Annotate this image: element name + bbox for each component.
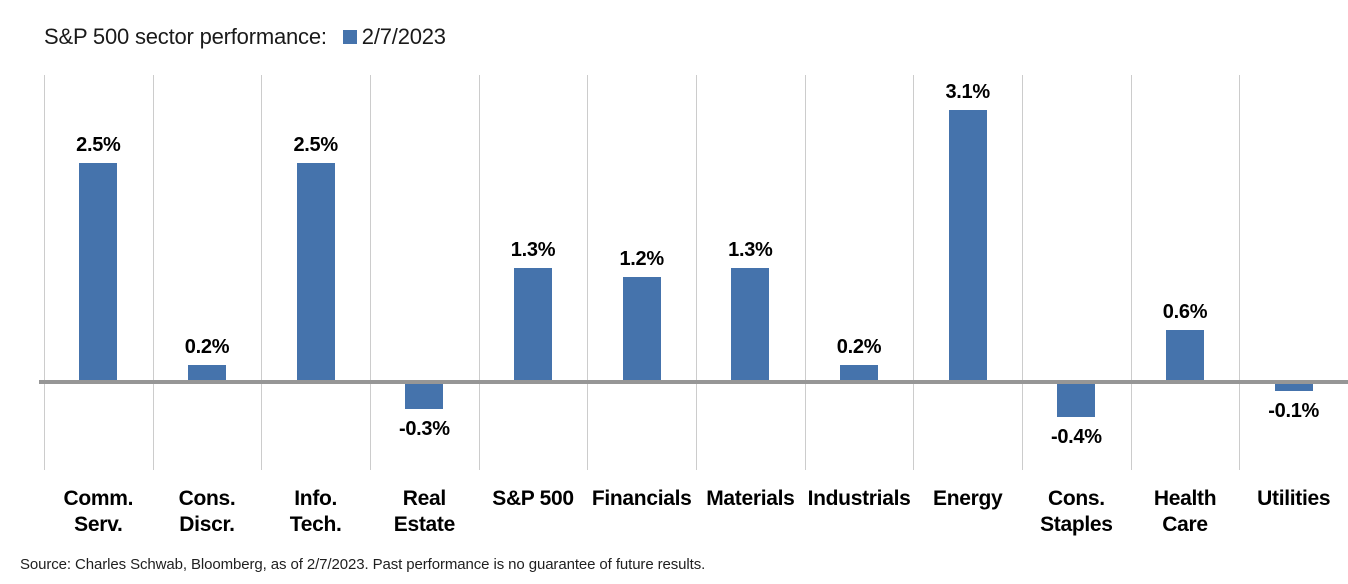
plot-area: 2.5% 0.2% 2.5% -0.3% 1.3% 1.2% 1.3% 0.2% 3.1% -0.… bbox=[39, 75, 1348, 470]
gridline bbox=[696, 75, 697, 470]
x-axis-label-s-p-500: S&P 500 bbox=[492, 487, 574, 510]
bar-value-label: 0.2% bbox=[184, 335, 230, 358]
bar-cons-staples bbox=[1057, 382, 1096, 418]
legend-swatch-icon bbox=[342, 30, 357, 44]
gridline bbox=[804, 75, 806, 470]
bar-value-label: -0.4% bbox=[1050, 426, 1102, 449]
bar-utilities bbox=[1274, 382, 1313, 391]
zero-line bbox=[39, 380, 1348, 385]
bar-value-label: 1.3% bbox=[510, 239, 556, 262]
bar-value-label: 3.1% bbox=[945, 81, 990, 104]
chart-header: S&P 500 sector performance: 2/7/2023 bbox=[44, 24, 446, 50]
bar-info-tech bbox=[296, 162, 335, 383]
x-axis-label-health-care: Health Care bbox=[1153, 487, 1217, 536]
gridline bbox=[1022, 75, 1023, 470]
gridline bbox=[1239, 75, 1241, 470]
x-axis-label-industrials: Industrials bbox=[807, 487, 911, 510]
bar-value-label: 0.6% bbox=[1162, 300, 1208, 323]
x-axis-label-cons-discr: Cons. Discr. bbox=[178, 487, 236, 536]
gridline bbox=[587, 75, 589, 470]
gridline bbox=[478, 75, 480, 470]
legend-label: 2/7/2023 bbox=[361, 24, 446, 49]
bar-materials bbox=[731, 268, 770, 383]
gridline bbox=[1130, 75, 1132, 470]
bar-s-p-500 bbox=[514, 268, 552, 383]
bar-value-label: -0.3% bbox=[398, 417, 450, 440]
bar-value-label: 1.3% bbox=[728, 239, 773, 262]
gridline bbox=[261, 75, 263, 470]
gridline bbox=[152, 75, 154, 470]
bar-energy bbox=[948, 110, 987, 383]
x-axis-label-cons-staples: Cons. Staples bbox=[1040, 487, 1113, 536]
gridline bbox=[44, 75, 45, 470]
x-axis: Comm. Serv. Cons. Discr. Info. Tech. Real Estat… bbox=[44, 486, 1348, 538]
gridline bbox=[913, 75, 915, 470]
source-note: Source: Charles Schwab, Bloomberg, as of… bbox=[20, 556, 706, 573]
chart-title: S&P 500 sector performance: bbox=[44, 24, 327, 49]
bar-health-care bbox=[1166, 329, 1204, 383]
x-axis-label-materials: Materials bbox=[706, 487, 795, 510]
bar-industrials bbox=[840, 364, 878, 383]
bar-real-estate bbox=[405, 382, 444, 409]
bar-financials bbox=[622, 276, 661, 383]
bar-value-label: 2.5% bbox=[76, 133, 121, 156]
x-axis-label-financials: Financials bbox=[591, 487, 692, 510]
bar-value-label: -0.1% bbox=[1268, 400, 1320, 422]
x-axis-label-comm-serv: Comm. Serv. bbox=[63, 487, 134, 536]
bar-cons-discr bbox=[188, 364, 226, 383]
bar-value-label: 1.2% bbox=[619, 247, 664, 270]
x-axis-label-info-tech: Info. Tech. bbox=[289, 487, 342, 536]
bar-value-label: 0.2% bbox=[836, 335, 882, 358]
x-axis-label-real-estate: Real Estate bbox=[393, 487, 456, 536]
x-axis-label-energy: Energy bbox=[933, 487, 1003, 510]
legend: 2/7/2023 bbox=[342, 24, 446, 50]
bar-comm-serv bbox=[79, 162, 118, 383]
bar-value-label: 2.5% bbox=[293, 133, 338, 156]
gridline bbox=[370, 75, 371, 470]
x-axis-label-utilities: Utilities bbox=[1257, 487, 1331, 510]
